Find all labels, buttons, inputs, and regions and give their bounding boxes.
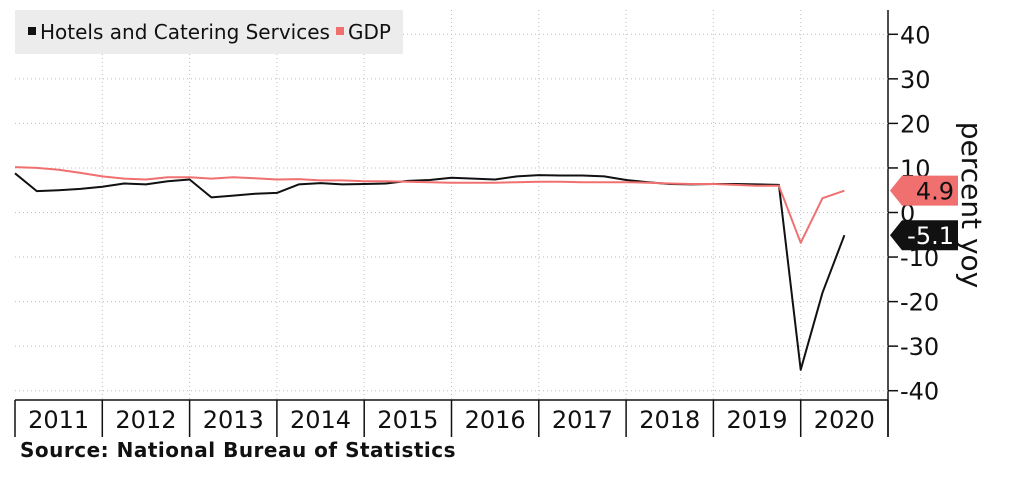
x-tick-label: 2016 bbox=[465, 406, 526, 434]
x-tick-label: 2013 bbox=[203, 406, 264, 434]
x-tick-label: 2011 bbox=[28, 406, 89, 434]
x-tick-label: 2017 bbox=[552, 406, 613, 434]
series-line-hotels bbox=[14, 172, 846, 371]
y-tick-label: 30 bbox=[900, 66, 931, 94]
series-line-gdp bbox=[14, 166, 845, 244]
x-tick-label: 2015 bbox=[377, 406, 438, 434]
legend-label: Hotels and Catering Services bbox=[40, 20, 330, 44]
last-value-label: 4.9 bbox=[916, 178, 954, 206]
x-tick-label: 2012 bbox=[115, 406, 176, 434]
last-value-label: -5.1 bbox=[907, 222, 954, 250]
legend-swatch bbox=[28, 27, 36, 35]
x-tick-label: 2020 bbox=[814, 406, 875, 434]
last-value-callout-gdp bbox=[890, 175, 958, 206]
x-tick-label: 2019 bbox=[727, 406, 788, 434]
y-tick-label: -40 bbox=[900, 378, 939, 406]
legend-label: GDP bbox=[348, 20, 391, 44]
y-tick-label: -20 bbox=[900, 289, 939, 317]
y-tick-label: 20 bbox=[900, 110, 931, 138]
source-note: Source: National Bureau of Statistics bbox=[20, 438, 457, 462]
y-tick-label: -30 bbox=[900, 333, 939, 361]
y-axis-title: percent yoy bbox=[955, 122, 988, 288]
x-tick-label: 2014 bbox=[290, 406, 351, 434]
last-value-callout-hotels bbox=[890, 220, 958, 251]
legend-swatch bbox=[336, 27, 344, 35]
x-tick-label: 2018 bbox=[639, 406, 700, 434]
y-tick-label: 40 bbox=[900, 21, 931, 49]
